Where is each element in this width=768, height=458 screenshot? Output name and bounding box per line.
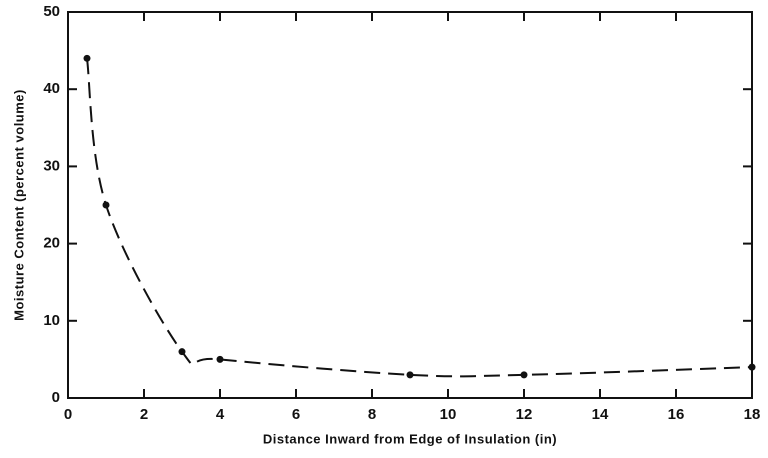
x-tick-label: 14	[592, 406, 609, 423]
y-tick-label: 0	[52, 389, 60, 406]
x-tick-label: 16	[668, 406, 685, 423]
x-tick-label: 10	[440, 406, 457, 423]
plot-frame	[67, 11, 753, 399]
data-point	[178, 348, 186, 356]
x-tick-label: 2	[140, 406, 148, 423]
data-point	[748, 363, 756, 371]
y-tick-label: 40	[43, 80, 60, 97]
data-point	[520, 371, 528, 379]
y-tick-label: 50	[43, 3, 60, 20]
x-tick-label: 0	[64, 406, 72, 423]
fit-curve	[86, 58, 753, 378]
x-tick-label: 4	[216, 406, 225, 423]
data-point	[406, 371, 414, 379]
y-tick-label: 30	[43, 157, 60, 174]
x-tick-label: 8	[368, 406, 376, 423]
y-axis-label: Moisture Content (percent volume)	[11, 89, 26, 321]
data-point	[216, 355, 224, 363]
data-point	[102, 201, 110, 209]
x-tick-label: 12	[516, 406, 533, 423]
data-point	[83, 54, 91, 62]
y-tick-label: 10	[43, 312, 60, 329]
y-tick-label: 20	[43, 235, 60, 252]
x-axis-label: Distance Inward from Edge of Insulation …	[263, 431, 557, 446]
x-tick-label: 6	[292, 406, 300, 423]
x-tick-label: 18	[744, 406, 761, 423]
